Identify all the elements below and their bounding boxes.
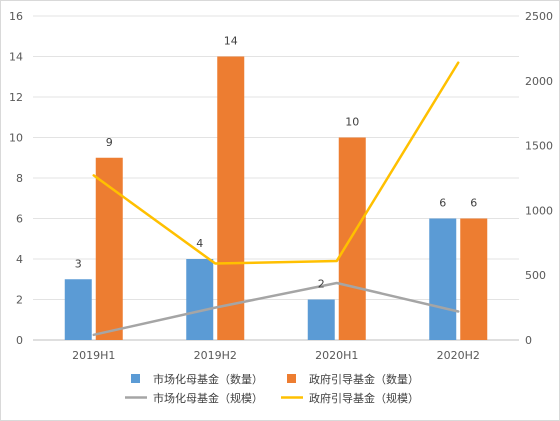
legend-label: 政府引导基金（数量）	[309, 372, 419, 386]
bar-data-label: 6	[439, 197, 446, 210]
left-tick-label: 0	[16, 334, 23, 347]
right-tick-label: 1000	[525, 204, 553, 217]
x-axis: 2019H1 2019H2 2020H1 2020H2	[72, 349, 480, 362]
legend-swatch	[131, 374, 140, 383]
right-tick-label: 500	[525, 269, 546, 282]
legend-label: 市场化母基金（规模）	[153, 391, 263, 405]
bar-data-label: 3	[75, 257, 82, 270]
bar	[460, 218, 488, 340]
left-axis-ticks: 0 2 4 6 8 10 12 14 16	[9, 10, 23, 347]
left-tick-label: 4	[16, 253, 23, 266]
left-tick-label: 8	[16, 172, 23, 185]
data-labels: 3 4 2 6 9 14 10 6	[75, 35, 478, 291]
legend-swatch	[287, 374, 296, 383]
legend-label: 政府引导基金（规模）	[309, 391, 419, 405]
bar-series	[64, 56, 488, 340]
left-tick-label: 12	[9, 91, 23, 104]
legend-label: 市场化母基金（数量）	[153, 372, 263, 386]
bar	[429, 218, 457, 340]
right-tick-label: 1500	[525, 140, 553, 153]
bar	[338, 137, 366, 340]
right-tick-label: 2000	[525, 75, 553, 88]
series-line	[92, 281, 460, 337]
bar-data-label: 6	[470, 197, 477, 210]
left-tick-label: 16	[9, 10, 23, 23]
x-tick-label: 2020H1	[315, 349, 358, 362]
legend: 市场化母基金（数量） 政府引导基金（数量） 市场化母基金（规模） 政府引导基金（规模）	[125, 372, 419, 405]
right-tick-label: 0	[525, 334, 532, 347]
left-tick-label: 2	[16, 294, 23, 307]
bar-data-label: 9	[106, 136, 113, 149]
right-tick-label: 2500	[525, 10, 553, 23]
right-axis-ticks: 0 500 1000 1500 2000 2500	[525, 10, 553, 347]
series-line	[92, 61, 460, 265]
bar	[64, 279, 92, 340]
bar-data-label: 10	[345, 116, 359, 129]
bar-data-label: 2	[318, 278, 325, 291]
bar	[95, 157, 123, 340]
left-tick-label: 10	[9, 132, 23, 145]
bar-data-label: 14	[224, 35, 238, 48]
x-tick-label: 2019H1	[72, 349, 115, 362]
bar	[186, 259, 214, 340]
bar	[217, 56, 245, 340]
x-tick-label: 2020H2	[437, 349, 480, 362]
bar-data-label: 4	[196, 237, 203, 250]
bar	[307, 299, 335, 340]
left-tick-label: 14	[9, 51, 23, 64]
left-tick-label: 6	[16, 213, 23, 226]
x-tick-label: 2019H2	[194, 349, 237, 362]
line-series	[92, 61, 460, 337]
